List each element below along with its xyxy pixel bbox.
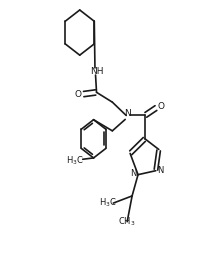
- Text: N: N: [157, 166, 163, 175]
- Text: NH: NH: [90, 66, 103, 76]
- Text: O: O: [158, 102, 165, 111]
- Text: O: O: [75, 90, 82, 99]
- Text: N: N: [130, 169, 136, 178]
- Text: N: N: [124, 109, 131, 118]
- Text: CH$_3$: CH$_3$: [118, 215, 136, 228]
- Text: H$_3$C: H$_3$C: [99, 197, 116, 209]
- Text: H$_3$C: H$_3$C: [66, 154, 84, 167]
